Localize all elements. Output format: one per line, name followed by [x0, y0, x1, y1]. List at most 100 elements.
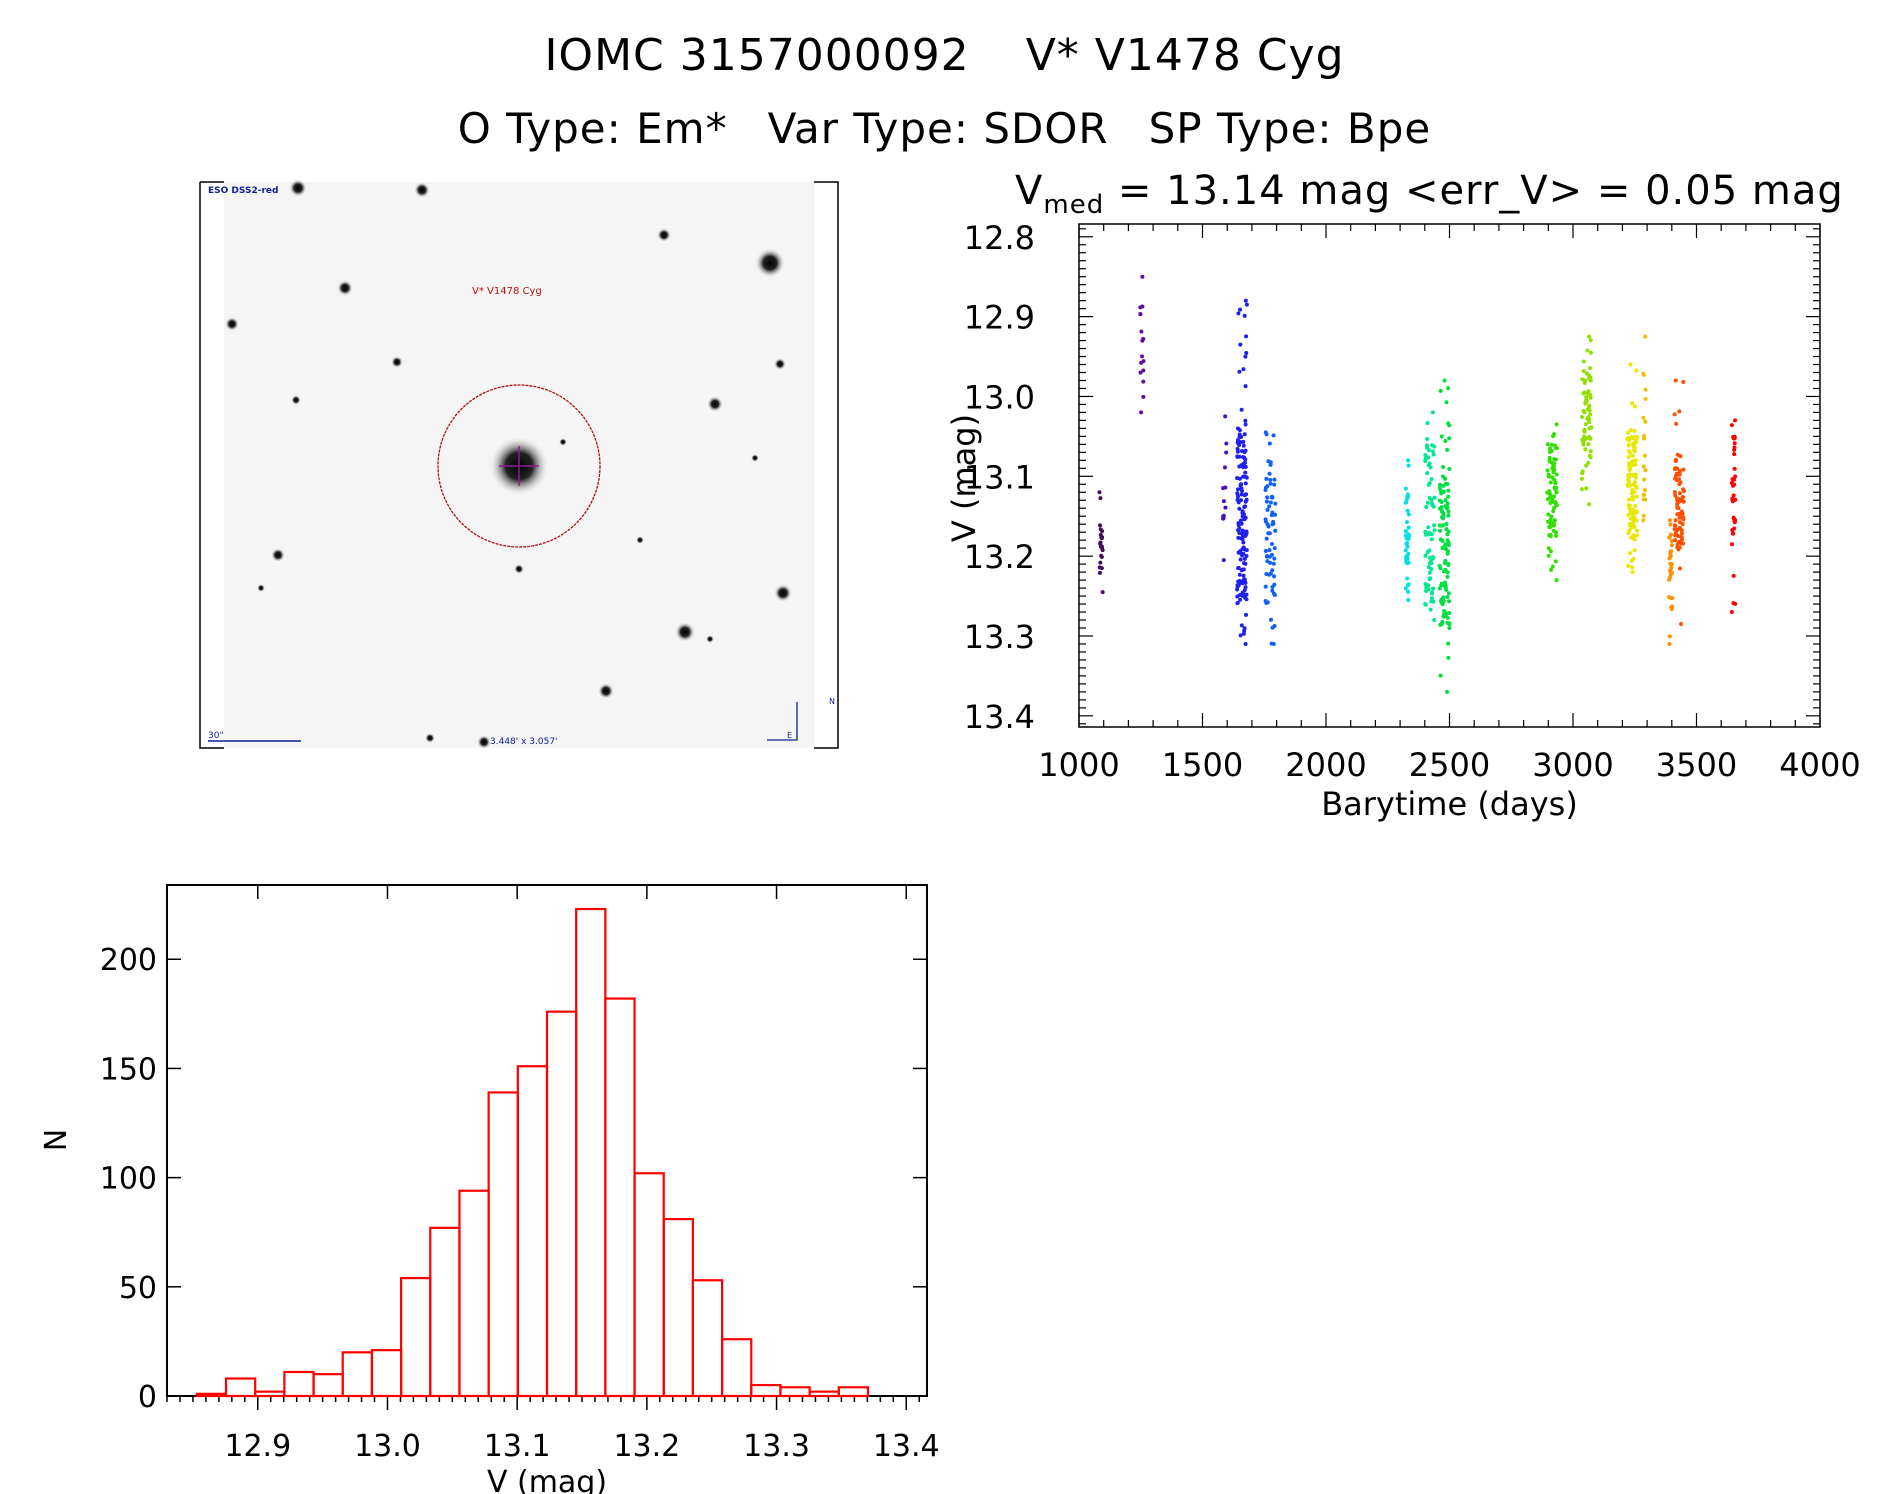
data-point — [1243, 481, 1248, 486]
data-cluster — [1625, 362, 1640, 575]
data-point — [1554, 422, 1559, 427]
x-tick-label: 12.9 — [224, 1429, 291, 1464]
data-point — [1551, 470, 1556, 475]
data-point — [1273, 501, 1278, 506]
data-point — [1627, 483, 1632, 488]
data-point — [1243, 384, 1248, 389]
data-point — [1441, 614, 1446, 619]
data-point — [1140, 274, 1145, 279]
data-point — [1627, 468, 1632, 473]
data-point — [1244, 553, 1249, 558]
data-point — [1588, 350, 1593, 355]
data-point — [1675, 542, 1680, 547]
data-point — [1732, 477, 1737, 482]
data-point — [1432, 495, 1437, 500]
data-point — [1269, 513, 1274, 518]
y-tick-label: 100 — [100, 1162, 157, 1197]
data-point — [1729, 423, 1734, 428]
data-point — [1643, 387, 1648, 392]
data-point — [1554, 578, 1559, 583]
data-point — [1641, 513, 1646, 518]
data-point — [1272, 482, 1277, 487]
data-point — [1446, 513, 1451, 518]
data-point — [1628, 551, 1633, 556]
x-tick-label: 13.4 — [873, 1429, 940, 1464]
data-point — [1553, 559, 1558, 564]
data-point — [1546, 546, 1551, 551]
data-point — [1634, 509, 1639, 514]
data-point — [1554, 472, 1559, 477]
data-point — [1667, 568, 1672, 573]
data-point — [1630, 460, 1635, 465]
data-point — [1242, 628, 1247, 633]
data-point — [1426, 455, 1431, 460]
data-point — [1677, 491, 1682, 496]
data-point — [1554, 485, 1559, 490]
data-point — [1406, 512, 1411, 517]
data-point — [1237, 440, 1242, 445]
data-point — [1403, 548, 1408, 553]
data-point — [1630, 453, 1635, 458]
data-point — [1139, 329, 1144, 334]
data-point — [1633, 503, 1638, 508]
data-point — [1267, 572, 1272, 577]
histogram-bar — [224, 1377, 257, 1398]
data-point — [1446, 655, 1451, 660]
data-point — [1242, 450, 1247, 455]
data-point — [1442, 609, 1447, 614]
data-point — [1235, 446, 1240, 451]
data-point — [1238, 597, 1243, 602]
data-point — [1241, 439, 1246, 444]
data-point — [1439, 523, 1444, 528]
data-point — [1445, 538, 1450, 543]
data-point — [1263, 487, 1268, 492]
data-point — [1667, 577, 1672, 582]
histogram-bar — [750, 1383, 782, 1398]
data-point — [1272, 477, 1277, 482]
data-cluster — [1263, 430, 1278, 646]
data-point — [1424, 504, 1429, 509]
data-point — [1427, 555, 1432, 560]
data-point — [1244, 302, 1249, 307]
data-point — [1677, 469, 1682, 474]
data-point — [1679, 531, 1684, 536]
data-point — [1243, 418, 1248, 423]
data-point — [1673, 457, 1678, 462]
data-point — [1425, 500, 1430, 505]
data-point — [1243, 504, 1248, 509]
data-point — [1669, 538, 1674, 543]
data-point — [1587, 502, 1592, 507]
data-point — [1224, 441, 1229, 446]
data-point — [1586, 460, 1591, 465]
data-point — [1236, 311, 1241, 316]
data-point — [1445, 574, 1450, 579]
data-point — [1626, 497, 1631, 502]
data-point — [1438, 537, 1443, 542]
data-point — [1549, 442, 1554, 447]
data-point — [1272, 546, 1277, 551]
y-axis-label: V (mag) — [945, 414, 983, 542]
data-point — [1430, 410, 1435, 415]
data-point — [1446, 386, 1451, 391]
data-point — [1235, 583, 1240, 588]
data-point — [1628, 362, 1633, 367]
data-point — [1241, 367, 1246, 372]
data-point — [1579, 487, 1584, 492]
data-point — [1583, 378, 1588, 383]
y-tick-label: 13.1 — [964, 458, 1035, 496]
plot-subtitle: O Type: Em* Var Type: SDOR SP Type: Bpe — [0, 104, 1889, 153]
data-point — [1673, 518, 1678, 523]
data-point — [1447, 436, 1452, 441]
data-point — [1265, 559, 1270, 564]
data-point — [1729, 542, 1734, 547]
data-point — [1546, 512, 1551, 517]
data-point — [1441, 483, 1446, 488]
data-point — [1581, 409, 1586, 414]
x-axis-label: Barytime (days) — [1321, 785, 1578, 823]
data-point — [1673, 538, 1678, 543]
data-point — [1588, 395, 1593, 400]
data-point — [1733, 418, 1738, 423]
data-point — [1731, 531, 1736, 536]
data-point — [1669, 607, 1674, 612]
histogram-bar — [720, 1338, 753, 1398]
